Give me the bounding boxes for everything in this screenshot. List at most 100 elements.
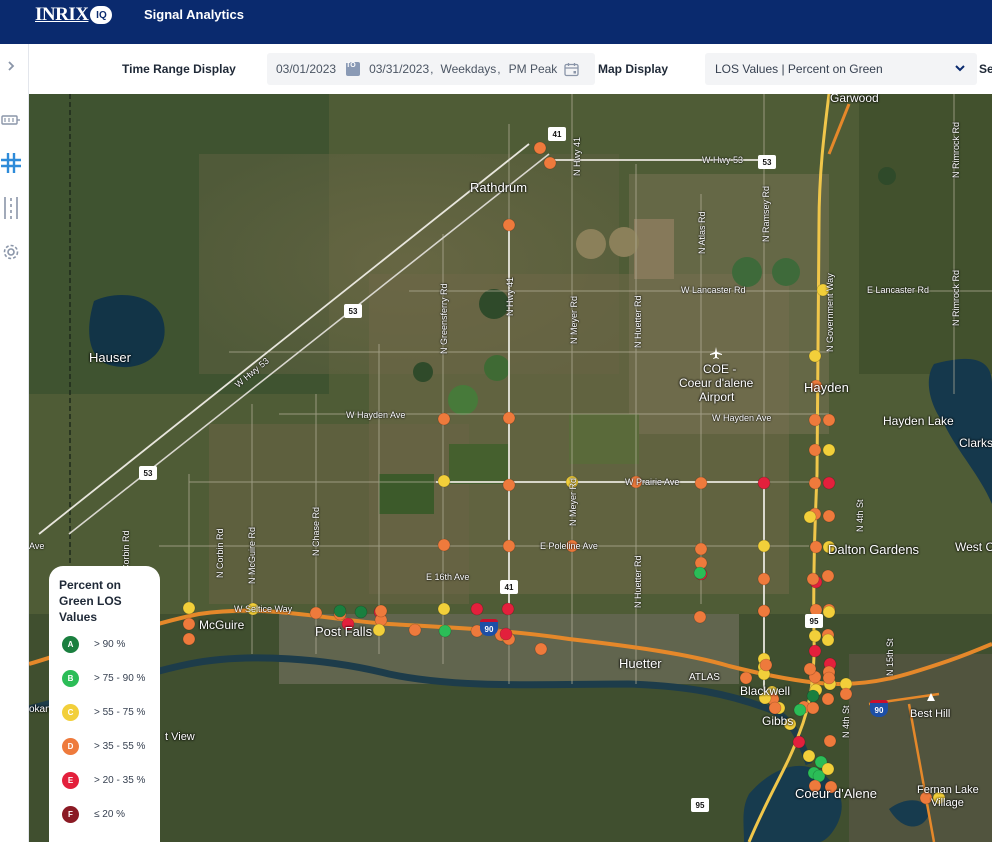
signal-marker-c[interactable] bbox=[246, 602, 260, 616]
signal-marker-e[interactable] bbox=[499, 627, 513, 641]
signal-network-icon bbox=[1, 115, 20, 125]
signal-marker-c[interactable] bbox=[757, 539, 771, 553]
calendar-icon[interactable] bbox=[564, 62, 579, 77]
signal-marker-d[interactable] bbox=[694, 476, 708, 490]
day-type[interactable]: Weekdays bbox=[440, 62, 497, 76]
signal-marker-d[interactable] bbox=[768, 701, 782, 715]
signal-marker-d[interactable] bbox=[533, 141, 547, 155]
start-date[interactable]: 03/01/2023 bbox=[276, 62, 337, 76]
signal-marker-d[interactable] bbox=[502, 411, 516, 425]
place-label: Rathdrum bbox=[470, 180, 528, 195]
signal-marker-a[interactable] bbox=[333, 604, 347, 618]
signal-marker-d[interactable] bbox=[694, 542, 708, 556]
signal-marker-c[interactable] bbox=[437, 602, 451, 616]
signal-marker-c[interactable] bbox=[822, 443, 836, 457]
signal-marker-c[interactable] bbox=[437, 474, 451, 488]
signal-marker-d[interactable] bbox=[182, 617, 196, 631]
signal-marker-d[interactable] bbox=[502, 218, 516, 232]
signal-marker-d[interactable] bbox=[182, 632, 196, 646]
signal-marker-d[interactable] bbox=[502, 478, 516, 492]
signal-marker-d[interactable] bbox=[821, 692, 835, 706]
signal-marker-d[interactable] bbox=[839, 687, 853, 701]
signal-marker-d[interactable] bbox=[919, 791, 933, 805]
signal-marker-d[interactable] bbox=[803, 662, 817, 676]
signal-marker-d[interactable] bbox=[437, 538, 451, 552]
signal-marker-d[interactable] bbox=[808, 779, 822, 793]
signal-marker-d[interactable] bbox=[759, 658, 773, 672]
signal-marker-c[interactable] bbox=[808, 349, 822, 363]
road-label: N McGuire Rd bbox=[247, 526, 257, 584]
state-highway-shield: 53 bbox=[758, 155, 776, 169]
signal-marker-d[interactable] bbox=[823, 734, 837, 748]
signal-marker-e[interactable] bbox=[808, 644, 822, 658]
signal-marker-c[interactable] bbox=[803, 510, 817, 524]
signal-marker-a[interactable] bbox=[806, 689, 820, 703]
sidebar-item-settings[interactable] bbox=[0, 240, 22, 264]
signal-marker-c[interactable] bbox=[565, 475, 579, 489]
map-display-select[interactable]: LOS Values | Percent on Green bbox=[705, 53, 977, 85]
sidebar-item-corridors[interactable] bbox=[0, 196, 22, 220]
signal-marker-e[interactable] bbox=[822, 476, 836, 490]
road-label: N Meyer Rd bbox=[568, 477, 578, 526]
signal-marker-c[interactable] bbox=[783, 717, 797, 731]
signal-marker-d[interactable] bbox=[822, 671, 836, 685]
expand-sidebar-button[interactable] bbox=[0, 54, 22, 78]
time-range-picker[interactable]: 03/01/2023 TO 03/31/2023 , Weekdays , PM… bbox=[267, 53, 595, 85]
signal-marker-d[interactable] bbox=[822, 509, 836, 523]
signal-marker-d[interactable] bbox=[808, 413, 822, 427]
signal-marker-d[interactable] bbox=[437, 412, 451, 426]
signal-marker-d[interactable] bbox=[534, 642, 548, 656]
signal-marker-c[interactable] bbox=[372, 623, 386, 637]
signal-marker-d[interactable] bbox=[629, 475, 643, 489]
signal-marker-e[interactable] bbox=[501, 602, 515, 616]
signal-marker-d[interactable] bbox=[739, 671, 753, 685]
los-grade-a-dot: A bbox=[62, 636, 79, 653]
sidebar-item-intersections[interactable] bbox=[0, 151, 22, 175]
signal-marker-e[interactable] bbox=[757, 476, 771, 490]
signal-marker-b[interactable] bbox=[793, 703, 807, 717]
signal-marker-d[interactable] bbox=[374, 604, 388, 618]
signal-marker-c[interactable] bbox=[821, 633, 835, 647]
inrix-iq-logo[interactable]: INRIX IQ bbox=[35, 4, 113, 26]
satellite-map[interactable]: Garwood Rathdrum Hauser COE - Coeur d'al… bbox=[29, 94, 992, 842]
signal-marker-d[interactable] bbox=[502, 539, 516, 553]
signal-marker-d[interactable] bbox=[693, 610, 707, 624]
signal-marker-c[interactable] bbox=[822, 540, 836, 554]
signal-marker-c[interactable] bbox=[821, 762, 835, 776]
signal-marker-d[interactable] bbox=[808, 476, 822, 490]
signal-marker-d[interactable] bbox=[757, 572, 771, 586]
signal-marker-a[interactable] bbox=[354, 605, 368, 619]
signal-marker-e[interactable] bbox=[341, 617, 355, 631]
place-label: Post Falls bbox=[315, 624, 373, 639]
signal-marker-b[interactable] bbox=[693, 566, 707, 580]
signal-marker-d[interactable] bbox=[543, 156, 557, 170]
place-label: Gibbs bbox=[762, 714, 794, 728]
signal-marker-d[interactable] bbox=[806, 572, 820, 586]
signal-marker-d[interactable] bbox=[757, 604, 771, 618]
signal-marker-d[interactable] bbox=[821, 569, 835, 583]
signal-marker-d[interactable] bbox=[565, 539, 579, 553]
signal-marker-c[interactable] bbox=[932, 791, 946, 805]
signal-marker-d[interactable] bbox=[809, 540, 823, 554]
signal-marker-d[interactable] bbox=[806, 701, 820, 715]
signal-marker-c[interactable] bbox=[182, 601, 196, 615]
signal-marker-d[interactable] bbox=[309, 606, 323, 620]
signal-marker-d[interactable] bbox=[408, 623, 422, 637]
sidebar-item-signal-network[interactable] bbox=[0, 108, 22, 132]
time-period[interactable]: PM Peak bbox=[508, 62, 558, 76]
signal-marker-d[interactable] bbox=[809, 379, 823, 393]
end-date[interactable]: 03/31/2023 bbox=[369, 62, 430, 76]
signal-marker-c[interactable] bbox=[822, 605, 836, 619]
signal-marker-c[interactable] bbox=[802, 749, 816, 763]
signal-marker-c[interactable] bbox=[808, 629, 822, 643]
signal-marker-c[interactable] bbox=[816, 283, 830, 297]
signal-marker-d[interactable] bbox=[824, 780, 838, 794]
road-label: Ave bbox=[29, 541, 45, 551]
signal-marker-e[interactable] bbox=[792, 735, 806, 749]
signal-marker-d[interactable] bbox=[822, 413, 836, 427]
signal-marker-d[interactable] bbox=[808, 443, 822, 457]
signal-marker-c[interactable] bbox=[758, 691, 772, 705]
signal-marker-e[interactable] bbox=[470, 602, 484, 616]
signal-marker-b[interactable] bbox=[438, 624, 452, 638]
place-label: Hauser bbox=[89, 350, 131, 365]
